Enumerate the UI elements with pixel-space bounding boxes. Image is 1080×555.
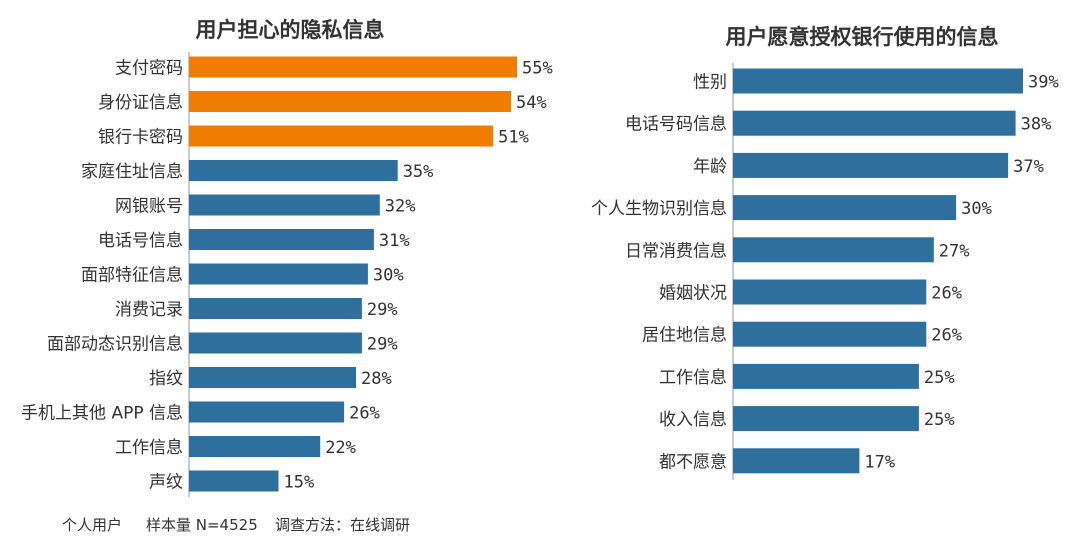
- value-label: 27%: [939, 241, 970, 261]
- value-label: 51%: [498, 128, 529, 148]
- bar-个人生物识别信息: [733, 195, 957, 221]
- value-label: 26%: [931, 284, 962, 304]
- bar-手机上其他 APP 信息: [189, 401, 345, 423]
- value-label: 22%: [325, 438, 356, 458]
- category-label: 银行卡密码: [98, 128, 183, 148]
- value-label: 30%: [961, 199, 992, 219]
- bar-收入信息: [733, 406, 919, 432]
- value-label: 39%: [1028, 73, 1059, 93]
- value-label: 25%: [924, 410, 955, 430]
- bar-面部动态识别信息: [189, 332, 362, 354]
- category-label: 电话号信息: [98, 231, 183, 251]
- category-label: 性别: [693, 73, 727, 93]
- category-label: 收入信息: [659, 410, 727, 430]
- value-label: 31%: [379, 231, 410, 251]
- bar-面部特征信息: [189, 263, 368, 285]
- bar-声纹: [189, 470, 279, 492]
- bar-婚姻状况: [733, 279, 927, 305]
- category-label: 家庭住址信息: [81, 162, 183, 182]
- value-label: 25%: [924, 368, 955, 388]
- bar-居住地信息: [733, 321, 927, 347]
- category-label: 支付密码: [115, 59, 183, 79]
- value-label: 38%: [1021, 115, 1052, 135]
- value-label: 29%: [367, 335, 398, 355]
- value-label: 55%: [522, 59, 553, 79]
- bar-家庭住址信息: [189, 160, 398, 181]
- value-label: 28%: [361, 369, 392, 389]
- category-label: 面部特征信息: [81, 266, 183, 286]
- right-chart-title: 用户愿意授权银行使用的信息: [726, 25, 999, 49]
- footnote-audience: 个人用户: [62, 516, 122, 534]
- category-label: 身份证信息: [98, 93, 183, 113]
- category-label: 都不愿意: [659, 452, 727, 472]
- category-label: 个人生物识别信息: [591, 199, 727, 219]
- value-label: 30%: [373, 266, 404, 286]
- category-label: 网银账号: [115, 197, 183, 217]
- bar-支付密码: [189, 56, 517, 78]
- bar-银行卡密码: [189, 125, 494, 147]
- bar-工作信息: [189, 436, 321, 457]
- category-label: 年龄: [693, 157, 727, 177]
- bar-都不愿意: [733, 448, 860, 474]
- category-label: 手机上其他 APP 信息: [21, 404, 183, 424]
- footnote-sample-size: 样本量 N=4525: [146, 516, 258, 534]
- category-label: 声纹: [149, 473, 183, 493]
- value-label: 54%: [516, 93, 547, 113]
- left-chart-worried-privacy: 用户担心的隐私信息 支付密码 55% 身份证信息 54% 银行卡密码 51% 家庭住址信息 3…: [21, 18, 553, 497]
- footnote: 个人用户 样本量 N=4525 调查方法：在线调研: [62, 516, 410, 534]
- bar-电话号码信息: [733, 110, 1016, 136]
- category-label: 日常消费信息: [625, 241, 727, 261]
- category-label: 工作信息: [115, 438, 183, 458]
- left-chart-title: 用户担心的隐私信息: [196, 18, 385, 42]
- bar-电话号信息: [189, 229, 374, 250]
- bar-指纹: [189, 367, 356, 388]
- value-label: 37%: [1013, 157, 1044, 177]
- footnote-method: 调查方法：在线调研: [275, 516, 410, 534]
- value-label: 17%: [864, 452, 895, 472]
- bar-工作信息: [733, 363, 919, 389]
- category-label: 面部动态识别信息: [47, 335, 183, 355]
- bar-日常消费信息: [733, 237, 934, 263]
- category-label: 婚姻状况: [659, 284, 727, 304]
- category-label: 消费记录: [115, 300, 183, 320]
- category-label: 居住地信息: [642, 326, 727, 346]
- value-label: 29%: [367, 300, 398, 320]
- value-label: 15%: [284, 473, 315, 493]
- bar-消费记录: [189, 298, 362, 319]
- value-label: 32%: [385, 197, 416, 217]
- category-label: 电话号码信息: [625, 115, 727, 135]
- bar-网银账号: [189, 194, 380, 216]
- value-label: 26%: [931, 326, 962, 346]
- right-chart-authorize-bank: 用户愿意授权银行使用的信息 性别 39% 电话号码信息 38% 年龄 37% 个人生物识别信…: [591, 25, 1059, 480]
- value-label: 26%: [349, 404, 380, 424]
- bar-身份证信息: [189, 91, 511, 112]
- category-label: 工作信息: [659, 368, 727, 388]
- value-label: 35%: [403, 162, 434, 182]
- bar-年龄: [733, 152, 1009, 178]
- bar-性别: [733, 68, 1023, 94]
- category-label: 指纹: [149, 369, 183, 389]
